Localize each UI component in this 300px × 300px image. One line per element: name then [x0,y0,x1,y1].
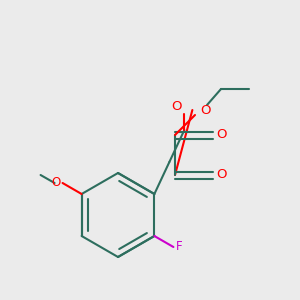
Text: O: O [200,104,211,118]
Text: O: O [171,100,181,113]
Text: O: O [216,169,226,182]
Text: F: F [176,241,182,254]
Text: O: O [51,176,61,190]
Text: O: O [216,128,226,142]
